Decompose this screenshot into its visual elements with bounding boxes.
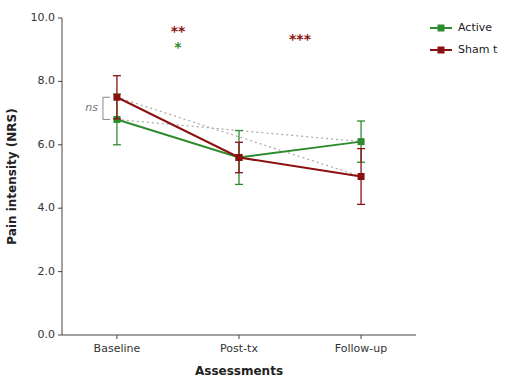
x-tick-label: Follow-up <box>335 342 387 355</box>
y-tick-label: 6.0 <box>38 138 56 151</box>
y-tick <box>58 18 62 19</box>
legend-label: Active <box>458 21 492 34</box>
legend: Active Sham t <box>430 21 498 56</box>
marker <box>236 154 243 161</box>
chart: 0.0 2.0 4.0 6.0 8.0 10.0 Baseline Post-tx Follow… <box>0 0 512 387</box>
marker <box>358 173 365 180</box>
y-tick <box>58 81 62 82</box>
x-tick <box>361 335 362 339</box>
error-bar-cap <box>235 184 243 185</box>
legend-marker <box>438 25 445 32</box>
y-tick-label: 8.0 <box>38 74 56 87</box>
bracket-line <box>103 119 110 120</box>
background <box>0 0 512 387</box>
error-bar <box>357 149 365 205</box>
y-axis-line <box>62 18 63 335</box>
y-tick-label: 10.0 <box>31 11 56 24</box>
y-axis-title: Pain intensity (NRS) <box>5 108 19 244</box>
error-bar <box>235 142 243 172</box>
error-bar-cap <box>235 130 243 131</box>
y-tick-label: 2.0 <box>38 265 56 278</box>
x-tick <box>239 335 240 339</box>
marker <box>113 94 120 101</box>
error-bar-cap <box>113 75 121 76</box>
bracket-line <box>103 97 110 98</box>
error-bar-cap <box>357 148 365 149</box>
error-bar-cap <box>235 142 243 143</box>
y-tick <box>58 271 62 272</box>
plot-area <box>113 76 365 205</box>
annotation: *** <box>289 31 312 47</box>
annotation: ns <box>85 101 98 114</box>
error-bar-cap <box>235 172 243 173</box>
annotation: * <box>174 39 182 55</box>
x-tick-label: Baseline <box>94 342 141 355</box>
y-tick-label: 0.0 <box>38 328 56 341</box>
error-bar-cap <box>113 144 121 145</box>
y-tick-label: 4.0 <box>38 201 56 214</box>
error-bar-cap <box>357 204 365 205</box>
marker <box>236 154 243 161</box>
error-bar-cap <box>113 118 121 119</box>
ns-bracket <box>103 97 110 119</box>
x-axis-title: Assessments <box>195 364 283 378</box>
error-bar-cap <box>357 120 365 121</box>
error-bar <box>235 131 243 185</box>
marker <box>358 138 365 145</box>
annotation: ** <box>171 23 186 39</box>
y-tick <box>58 144 62 145</box>
y-tick <box>58 208 62 209</box>
legend-label: Sham t <box>458 43 498 56</box>
x-tick <box>116 335 117 339</box>
y-tick <box>58 335 62 336</box>
bracket-line <box>102 97 103 119</box>
x-tick-label: Post-tx <box>220 342 258 355</box>
error-bar <box>113 76 121 119</box>
series-line <box>117 97 361 176</box>
legend-marker <box>438 47 445 54</box>
